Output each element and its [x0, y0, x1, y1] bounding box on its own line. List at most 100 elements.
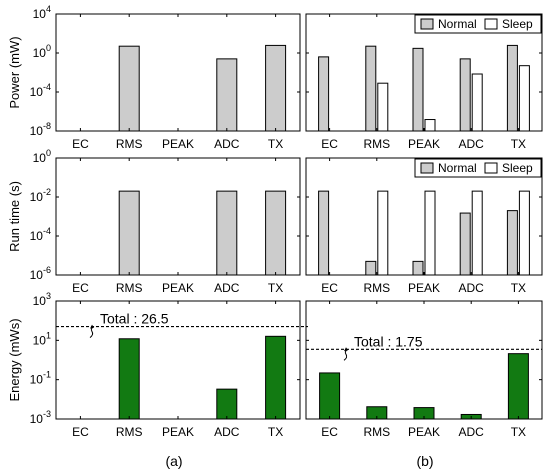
y-tick-label: 100: [33, 43, 51, 60]
y-tick-label: 10-8: [30, 121, 51, 138]
plot-frame: [55, 13, 301, 132]
arrow-head: [344, 347, 348, 352]
x-tick-label-peak: PEAK: [162, 281, 194, 295]
bar-ec-normal: [318, 190, 330, 276]
bar-adc: [216, 388, 238, 420]
x-tick-label-tx: TX: [268, 137, 283, 151]
legend-label-normal: Normal: [438, 17, 477, 31]
x-tick-label-tx: TX: [511, 137, 526, 151]
y-tick-label: 10-2: [30, 187, 51, 204]
bar-adc-sleep: [471, 73, 483, 132]
x-tick-label-peak: PEAK: [408, 425, 440, 439]
bar-adc-normal: [459, 58, 471, 132]
bar-adc-normal: [459, 212, 471, 276]
y-tick-label: 10-4: [30, 226, 51, 243]
bar-peak-normal: [412, 260, 424, 276]
x-tick-label-adc: ADC: [214, 137, 240, 151]
bar-tx-normal: [506, 44, 518, 132]
y-tick-label: 100: [33, 148, 51, 165]
x-tick-label-ec: EC: [72, 137, 89, 151]
y-axis-label: Run time (s): [7, 181, 22, 252]
chart-run-b: EC RMS PEAK ADC TX Normal Sleep: [305, 157, 543, 295]
x-tick-label-peak: PEAK: [162, 425, 194, 439]
bar-ec-normal: [318, 56, 330, 132]
y-tick-label: 10-3: [30, 409, 51, 426]
x-tick-label-peak: PEAK: [408, 137, 440, 151]
x-tick-label-adc: ADC: [459, 281, 485, 295]
bar-tx: [265, 44, 287, 132]
legend-label-sleep: Sleep: [502, 161, 533, 175]
caption-a: (a): [165, 453, 182, 469]
bar-adc-sleep: [471, 190, 483, 276]
x-tick-label-adc: ADC: [459, 137, 485, 151]
bar-peak-sleep: [424, 190, 436, 276]
bar-rms-sleep: [377, 82, 389, 132]
chart-run-a: EC RMS PEAK ADC TX 10-6 10-4 10-2 100 Run time (s…: [7, 148, 301, 295]
bar-adc: [216, 58, 238, 132]
x-tick-label-tx: TX: [511, 425, 526, 439]
bar-tx: [507, 353, 529, 420]
bar-tx-sleep: [518, 65, 530, 132]
x-tick-label-peak: PEAK: [162, 137, 194, 151]
x-tick-label-rms: RMS: [363, 425, 390, 439]
y-tick-label: 104: [33, 4, 51, 21]
bar-tx-normal: [506, 210, 518, 276]
legend-swatch-normal: [420, 162, 434, 174]
legend-swatch-sleep: [484, 18, 498, 30]
x-tick-label-adc: ADC: [214, 281, 240, 295]
bar-tx: [265, 190, 287, 276]
bar-tx: [265, 335, 287, 420]
x-tick-label-rms: RMS: [116, 425, 143, 439]
bar-rms: [118, 45, 140, 132]
plot-frame: [55, 157, 301, 276]
total-label: Total : 26.5: [100, 311, 169, 327]
x-tick-label-tx: TX: [268, 425, 283, 439]
x-tick-label-ec: EC: [72, 425, 89, 439]
x-tick-label-ec: EC: [321, 137, 338, 151]
chart-power-a: EC RMS PEAK ADC TX 10-8 10-4 100 104 Power (mW): [7, 4, 301, 151]
bar-ec: [319, 372, 341, 420]
x-tick-label-ec: EC: [321, 281, 338, 295]
x-tick-label-rms: RMS: [363, 137, 390, 151]
bar-rms: [118, 338, 140, 420]
bar-rms-sleep: [377, 190, 389, 276]
x-tick-label-tx: TX: [268, 281, 283, 295]
y-tick-label: 10-4: [30, 82, 51, 99]
caption-b: (b): [416, 453, 433, 469]
plot-frame: [305, 300, 543, 420]
chart-energy-b: Total : 1.75 EC RMS PEAK ADC TX: [305, 300, 543, 439]
x-tick-label-ec: EC: [321, 425, 338, 439]
chart-energy-a: Total : 26.5 EC RMS PEAK ADC TX 10-3 10-1 101 103…: [7, 291, 308, 439]
bar-tx-sleep: [518, 190, 530, 276]
legend-label-sleep: Sleep: [502, 17, 533, 31]
x-tick-label-rms: RMS: [363, 281, 390, 295]
y-axis-label: Power (mW): [7, 36, 22, 108]
bar-peak-sleep: [424, 119, 436, 132]
x-tick-label-tx: TX: [511, 281, 526, 295]
legend-swatch-normal: [420, 18, 434, 30]
x-tick-label-peak: PEAK: [408, 281, 440, 295]
legend-box: [414, 14, 542, 34]
x-tick-label-rms: RMS: [116, 137, 143, 151]
x-tick-label-adc: ADC: [459, 425, 485, 439]
x-tick-label-adc: ADC: [214, 425, 240, 439]
y-tick-label: 10-6: [30, 265, 51, 282]
bar-rms-normal: [365, 45, 377, 132]
plot-frame: [55, 300, 301, 420]
x-tick-label-rms: RMS: [116, 281, 143, 295]
chart-power-b: EC RMS PEAK ADC TX Normal Sleep: [305, 13, 543, 151]
y-tick-label: 10-1: [30, 370, 51, 387]
y-tick-label: 103: [33, 291, 51, 308]
bar-peak-normal: [412, 47, 424, 132]
y-tick-label: 101: [33, 330, 51, 347]
legend-swatch-sleep: [484, 162, 498, 174]
legend-box: [414, 158, 542, 178]
arrow-head: [90, 324, 94, 329]
y-axis-label: Energy (mWs): [7, 318, 22, 401]
legend-label-normal: Normal: [438, 161, 477, 175]
total-label: Total : 1.75: [354, 333, 423, 349]
bar-adc: [216, 190, 238, 276]
bar-rms: [118, 190, 140, 276]
bar-rms-normal: [365, 260, 377, 276]
